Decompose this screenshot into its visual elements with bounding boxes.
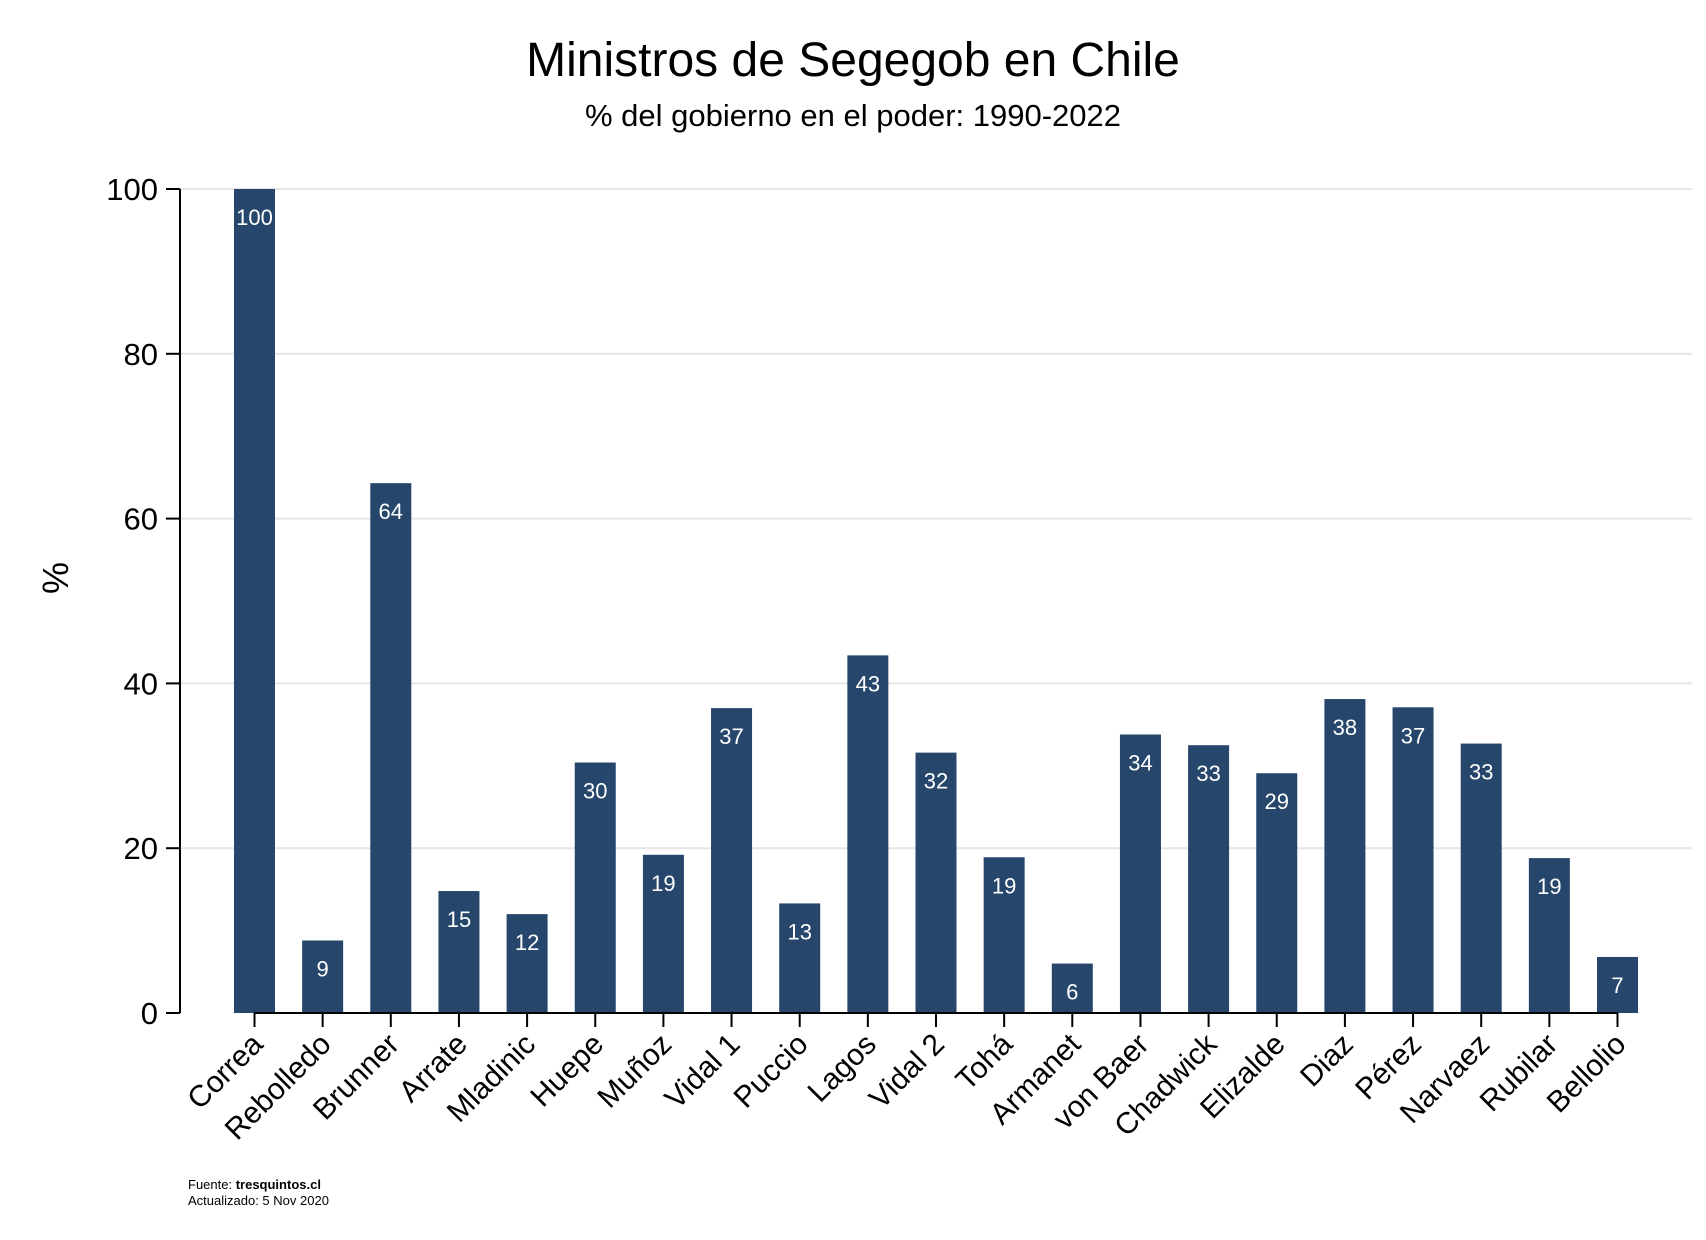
bar xyxy=(711,708,753,1013)
bar-value-label: 38 xyxy=(1333,715,1357,740)
bar xyxy=(302,940,344,1013)
bar-value-label: 19 xyxy=(992,873,1016,898)
bar-value-label: 30 xyxy=(583,779,607,804)
y-tick-label: 40 xyxy=(124,666,158,701)
y-tick-label: 80 xyxy=(124,337,158,372)
y-tick-label: 60 xyxy=(124,502,158,537)
chart-title: Ministros de Segegob en Chile xyxy=(526,34,1180,87)
x-tick-label: Puccio xyxy=(728,1028,815,1115)
bar-value-label: 15 xyxy=(447,907,471,932)
x-tick-label: Vidal 2 xyxy=(863,1028,951,1116)
source-value: tresquintos.cl xyxy=(235,1177,321,1192)
bar xyxy=(1392,707,1434,1013)
bar xyxy=(574,762,616,1013)
y-tick-label: 20 xyxy=(124,831,158,866)
updated-line: Actualizado: 5 Nov 2020 xyxy=(188,1193,329,1208)
bar xyxy=(370,483,412,1014)
bar-value-label: 33 xyxy=(1469,760,1493,785)
bar xyxy=(1119,734,1161,1013)
bar-value-label: 9 xyxy=(317,956,329,981)
bars: 100 9 64 15 12 30 19 37 13 43 32 19 6 34 33 29 38 37 33 19 7 xyxy=(234,189,1638,1014)
bar-value-label: 6 xyxy=(1066,980,1078,1005)
bar xyxy=(438,891,480,1013)
bar-value-label: 37 xyxy=(1401,723,1425,748)
bar xyxy=(1256,773,1298,1013)
bar-value-label: 19 xyxy=(651,871,675,896)
x-tick-label: Vidal 1 xyxy=(659,1028,747,1116)
bar-value-label: 34 xyxy=(1128,750,1152,775)
bar xyxy=(915,752,957,1013)
bar xyxy=(1051,963,1093,1013)
source-label: Fuente: xyxy=(188,1177,236,1192)
bar xyxy=(1597,956,1638,1013)
bar-value-label: 32 xyxy=(924,769,948,794)
x-tick-label: Huepe xyxy=(524,1028,610,1114)
bar xyxy=(1460,743,1502,1013)
bar-value-label: 7 xyxy=(1611,973,1623,998)
bar xyxy=(506,914,548,1013)
source-line: Fuente: tresquintos.cl xyxy=(188,1177,329,1193)
bar xyxy=(983,857,1025,1013)
bar xyxy=(1324,699,1366,1013)
bar-value-label: 100 xyxy=(236,205,273,230)
bar-value-label: 64 xyxy=(379,499,403,524)
bar-value-label: 37 xyxy=(719,724,743,749)
bar xyxy=(234,189,275,1013)
source-note: Fuente: tresquintos.cl Actualizado: 5 No… xyxy=(188,1177,329,1209)
bar-value-label: 33 xyxy=(1196,761,1220,786)
x-tick-label: Muñoz xyxy=(591,1028,678,1115)
bar xyxy=(1528,858,1570,1013)
y-tick-label: 100 xyxy=(106,172,158,207)
bar-value-label: 12 xyxy=(515,930,539,955)
bar-value-label: 13 xyxy=(787,919,811,944)
bar xyxy=(1188,745,1230,1013)
bar-value-label: 43 xyxy=(856,671,880,696)
bar-value-label: 19 xyxy=(1537,874,1561,899)
y-axis-label: % xyxy=(35,562,76,594)
bar xyxy=(779,903,821,1013)
y-tick-label: 0 xyxy=(141,996,158,1031)
bar xyxy=(642,854,684,1013)
chart-subtitle: % del gobierno en el poder: 1990-2022 xyxy=(584,98,1122,133)
bar xyxy=(847,655,889,1013)
bar-value-label: 29 xyxy=(1265,789,1289,814)
